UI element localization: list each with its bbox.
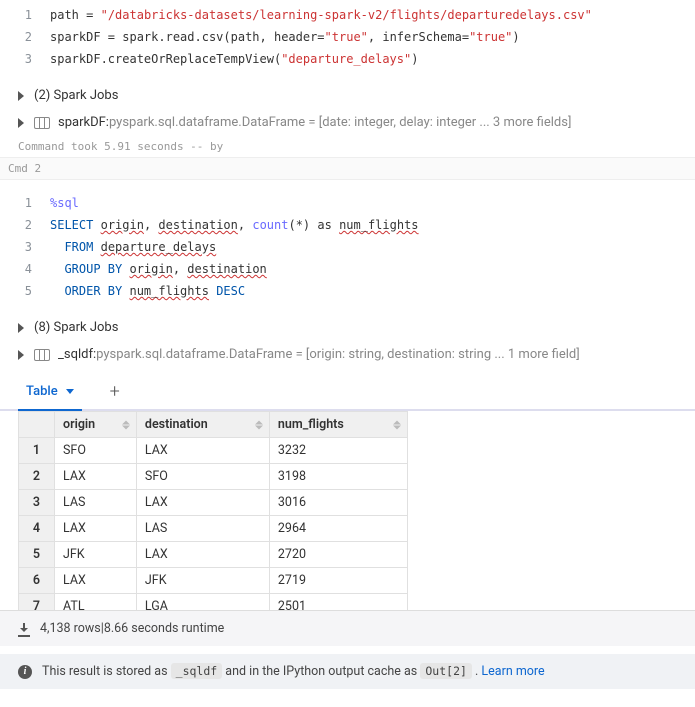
- output-tabs: Table +: [0, 374, 695, 411]
- dataframe-schema: pyspark.sql.dataframe.DataFrame = [origi…: [96, 347, 580, 362]
- cell: ATL: [55, 594, 137, 612]
- cell: LGA: [136, 594, 269, 612]
- table-row[interactable]: 2LAXSFO3198: [19, 464, 408, 490]
- code-token: path: [50, 8, 79, 22]
- sort-icon: [255, 420, 263, 429]
- sort-icon: [393, 420, 401, 429]
- info-banner: i This result is stored as _sqldf and in…: [0, 654, 695, 689]
- dataframe-schema-expander[interactable]: _sqldf: pyspark.sql.dataframe.DataFrame …: [0, 341, 695, 368]
- caret-right-icon: [18, 350, 24, 360]
- chevron-down-icon: [66, 389, 74, 394]
- caret-right-icon: [18, 323, 24, 333]
- cell: LAS: [136, 516, 269, 542]
- dataframe-schema: pyspark.sql.dataframe.DataFrame = [date:…: [109, 115, 571, 130]
- learn-more-link[interactable]: Learn more: [481, 664, 544, 679]
- code-cell-1[interactable]: 1 path = "/databricks-datasets/learning-…: [0, 0, 695, 74]
- line-number: 4: [0, 258, 50, 280]
- cell: 3232: [269, 438, 407, 464]
- cell: LAX: [136, 438, 269, 464]
- row-number: 6: [19, 568, 55, 594]
- tab-label: Table: [26, 384, 58, 399]
- line-number: 2: [0, 26, 50, 48]
- cell: LAX: [55, 516, 137, 542]
- line-number: 5: [0, 280, 50, 302]
- caret-right-icon: [18, 118, 24, 128]
- line-number: 2: [0, 214, 50, 236]
- cell: LAX: [136, 542, 269, 568]
- result-table-container[interactable]: origin destination num_flights 1SFOLAX32…: [0, 411, 695, 611]
- row-number: 5: [19, 542, 55, 568]
- table-row[interactable]: 1SFOLAX3232: [19, 438, 408, 464]
- result-table: origin destination num_flights 1SFOLAX32…: [18, 411, 408, 611]
- code-inline: Out[2]: [420, 663, 472, 679]
- line-number: 1: [0, 4, 50, 26]
- spark-jobs-expander[interactable]: (8) Spark Jobs: [0, 314, 695, 341]
- dataframe-schema-expander[interactable]: sparkDF: pyspark.sql.dataframe.DataFrame…: [0, 109, 695, 136]
- cell: LAS: [55, 490, 137, 516]
- caret-right-icon: [18, 91, 24, 101]
- download-icon[interactable]: [18, 623, 30, 635]
- cell: 2501: [269, 594, 407, 612]
- cmd-index-label: Cmd 2: [0, 157, 695, 180]
- cell: SFO: [136, 464, 269, 490]
- table-row[interactable]: 5JFKLAX2720: [19, 542, 408, 568]
- table-row[interactable]: 6LAXJFK2719: [19, 568, 408, 594]
- row-number: 4: [19, 516, 55, 542]
- dataframe-name: sparkDF:: [58, 115, 109, 130]
- runtime-label: 8.66 seconds runtime: [104, 621, 224, 636]
- cell: 2719: [269, 568, 407, 594]
- cell: 2964: [269, 516, 407, 542]
- dataframe-name: _sqldf:: [58, 347, 96, 362]
- spark-jobs-label: (2) Spark Jobs: [34, 88, 118, 103]
- spark-jobs-expander[interactable]: (2) Spark Jobs: [0, 82, 695, 109]
- code-cell-2[interactable]: 1 %sql 2 SELECT origin, destination, cou…: [0, 188, 695, 306]
- dataframe-icon: [34, 117, 50, 129]
- cell: LAX: [136, 490, 269, 516]
- string-literal: "/databricks-datasets/learning-spark-v2/…: [101, 8, 592, 22]
- cell: LAX: [55, 464, 137, 490]
- cell: JFK: [136, 568, 269, 594]
- tab-table[interactable]: Table: [18, 374, 82, 411]
- cell: SFO: [55, 438, 137, 464]
- dataframe-icon: [34, 349, 50, 361]
- info-icon: i: [18, 665, 32, 679]
- column-header-num-flights[interactable]: num_flights: [269, 412, 407, 438]
- rownum-header[interactable]: [19, 412, 55, 438]
- column-header-origin[interactable]: origin: [55, 412, 137, 438]
- row-count: 4,138 rows: [40, 621, 101, 636]
- magic-command: %sql: [50, 196, 79, 210]
- table-row[interactable]: 4LAXLAS2964: [19, 516, 408, 542]
- command-timing: Command took 5.91 seconds -- by: [0, 136, 695, 157]
- add-tab-button[interactable]: +: [110, 381, 120, 402]
- column-header-destination[interactable]: destination: [136, 412, 269, 438]
- line-number: 3: [0, 48, 50, 70]
- line-number: 1: [0, 192, 50, 214]
- cell: 3016: [269, 490, 407, 516]
- line-number: 3: [0, 236, 50, 258]
- row-number: 2: [19, 464, 55, 490]
- cell: 2720: [269, 542, 407, 568]
- row-number: 3: [19, 490, 55, 516]
- row-number: 7: [19, 594, 55, 612]
- result-status-bar: 4,138 rows | 8.66 seconds runtime: [0, 611, 695, 646]
- sort-icon: [122, 420, 130, 429]
- cell: JFK: [55, 542, 137, 568]
- row-number: 1: [19, 438, 55, 464]
- table-row[interactable]: 7ATLLGA2501: [19, 594, 408, 612]
- cell: LAX: [55, 568, 137, 594]
- table-row[interactable]: 3LASLAX3016: [19, 490, 408, 516]
- code-inline: _sqldf: [171, 663, 223, 679]
- spark-jobs-label: (8) Spark Jobs: [34, 320, 118, 335]
- cell: 3198: [269, 464, 407, 490]
